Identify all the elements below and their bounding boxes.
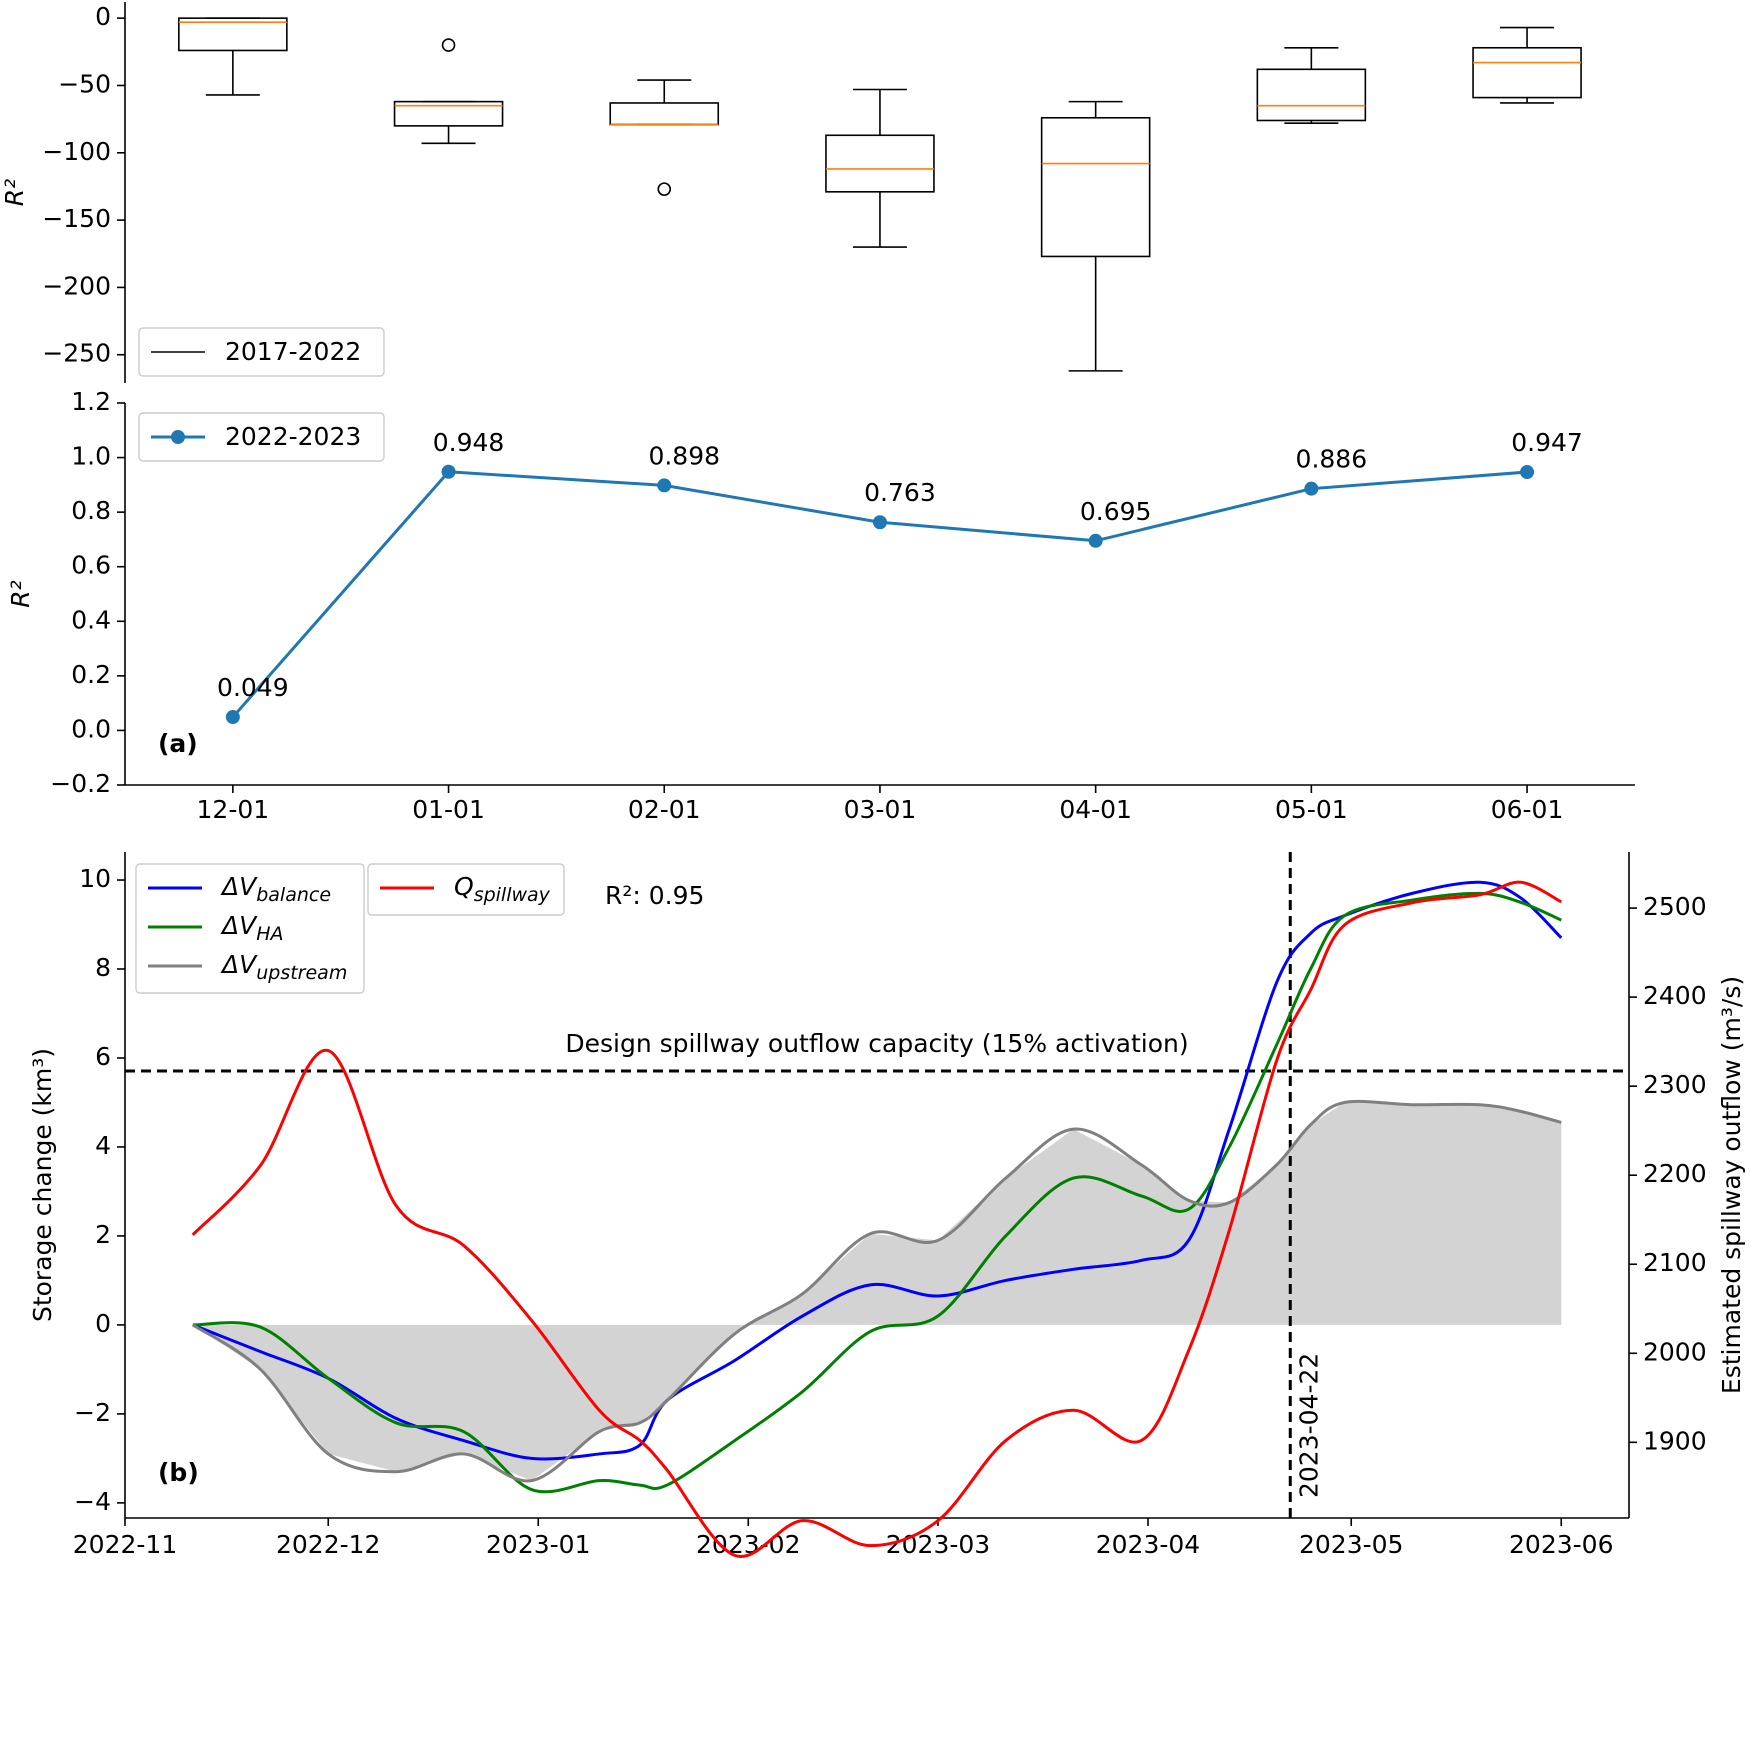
data-point xyxy=(1520,465,1535,480)
y-tick-label: 2 xyxy=(95,1220,111,1249)
y-tick-label: 1.0 xyxy=(71,442,111,471)
x-tick-label: 2023-03 xyxy=(886,1530,990,1559)
x-tick-label: 2022-11 xyxy=(73,1530,177,1559)
y-axis-label: Storage change (km³) xyxy=(28,1048,57,1322)
panel-label: (a) xyxy=(158,729,198,758)
data-point xyxy=(1088,533,1103,548)
y-tick-label: 4 xyxy=(95,1131,111,1160)
y-axis-label: R² xyxy=(0,179,29,206)
y-tick-label: 2200 xyxy=(1643,1159,1707,1188)
data-line xyxy=(191,1099,1562,1483)
y-tick-label: −50 xyxy=(58,69,111,98)
data-point xyxy=(225,710,240,725)
data-label: 0.898 xyxy=(648,441,720,470)
data-label: 0.049 xyxy=(217,673,289,702)
x-tick-label: 12-01 xyxy=(197,795,270,824)
x-tick-label: 05-01 xyxy=(1275,795,1348,824)
y-tick-label: −4 xyxy=(74,1487,111,1516)
box xyxy=(609,102,720,126)
y-tick-label: 2300 xyxy=(1643,1070,1707,1099)
threshold-label: Design spillway outflow capacity (15% ac… xyxy=(565,1029,1188,1058)
x-tick-label: 2022-12 xyxy=(276,1530,380,1559)
y-tick-label: 6 xyxy=(95,1042,111,1071)
box xyxy=(1256,68,1367,122)
y-tick-label: 1.2 xyxy=(71,387,111,416)
y-axis-label: R² xyxy=(6,580,35,607)
data-point xyxy=(872,515,887,530)
legend-box xyxy=(138,412,385,462)
y-tick-label: 2100 xyxy=(1643,1248,1707,1277)
y-tick-label: −150 xyxy=(42,204,111,233)
legend-label: 2017-2022 xyxy=(225,337,361,366)
outlier xyxy=(441,38,456,52)
data-point xyxy=(657,478,672,493)
panel-label: (b) xyxy=(158,1458,199,1487)
legend-box xyxy=(367,863,565,916)
legend-label: 2022-2023 xyxy=(225,422,361,451)
outlier xyxy=(657,182,672,196)
y-tick-label: 0.0 xyxy=(71,714,111,743)
area-fill xyxy=(192,1102,1562,1481)
data-line xyxy=(192,891,1562,1494)
data-label: 0.695 xyxy=(1080,497,1152,526)
x-tick-label: 01-01 xyxy=(412,795,485,824)
y-tick-label: 2400 xyxy=(1643,981,1707,1010)
data-point xyxy=(1304,481,1319,496)
y-tick-label: 0 xyxy=(95,2,111,31)
y-tick-label: −0.2 xyxy=(50,769,111,798)
y2-axis-label: Estimated spillway outflow (m³/s) xyxy=(1717,976,1746,1394)
y-tick-label: 2000 xyxy=(1643,1337,1707,1366)
y-tick-label: 0.4 xyxy=(71,605,111,634)
event-label: 2023-04-22 xyxy=(1294,1353,1323,1498)
y-tick-label: 8 xyxy=(95,953,111,982)
data-line xyxy=(231,470,1528,719)
x-tick-label: 03-01 xyxy=(844,795,917,824)
legend-label: ΔVHA xyxy=(220,911,284,945)
data-line xyxy=(191,880,1562,1559)
legend-box xyxy=(138,327,385,377)
box xyxy=(1472,46,1582,99)
legend-label: Qspillway xyxy=(454,872,551,906)
y-tick-label: −200 xyxy=(42,271,111,300)
r2-annotation: R²: 0.95 xyxy=(605,881,704,910)
x-tick-label: 04-01 xyxy=(1059,795,1132,824)
y-tick-label: 0.6 xyxy=(71,551,111,580)
data-label: 0.763 xyxy=(864,478,936,507)
x-tick-label: 2023-05 xyxy=(1299,1530,1403,1559)
y-tick-label: −2 xyxy=(74,1398,111,1427)
data-point xyxy=(441,464,456,479)
y-tick-label: 0 xyxy=(95,1309,111,1338)
legend-box xyxy=(135,863,365,994)
box xyxy=(825,134,935,193)
x-tick-label: 2023-04 xyxy=(1096,1530,1200,1559)
y-tick-label: 1900 xyxy=(1643,1426,1707,1455)
y-tick-label: −250 xyxy=(42,339,111,368)
data-label: 0.886 xyxy=(1296,445,1368,474)
x-tick-label: 2023-06 xyxy=(1509,1530,1613,1559)
data-label: 0.948 xyxy=(433,428,505,457)
box xyxy=(178,17,288,52)
legend-label: ΔVupstream xyxy=(220,950,347,984)
y-tick-label: 0.8 xyxy=(71,496,111,525)
legend-marker xyxy=(171,430,185,444)
x-tick-label: 2023-01 xyxy=(486,1530,590,1559)
x-tick-label: 06-01 xyxy=(1491,795,1564,824)
data-line xyxy=(192,880,1563,1461)
y-tick-label: 0.2 xyxy=(71,660,111,689)
y-tick-label: −100 xyxy=(42,137,111,166)
data-label: 0.947 xyxy=(1511,428,1583,457)
y-tick-label: 10 xyxy=(79,864,111,893)
box xyxy=(1040,116,1151,258)
y-tick-label: 2500 xyxy=(1643,892,1707,921)
legend-label: ΔVbalance xyxy=(220,872,331,906)
x-tick-label: 02-01 xyxy=(628,795,701,824)
box xyxy=(393,100,504,127)
